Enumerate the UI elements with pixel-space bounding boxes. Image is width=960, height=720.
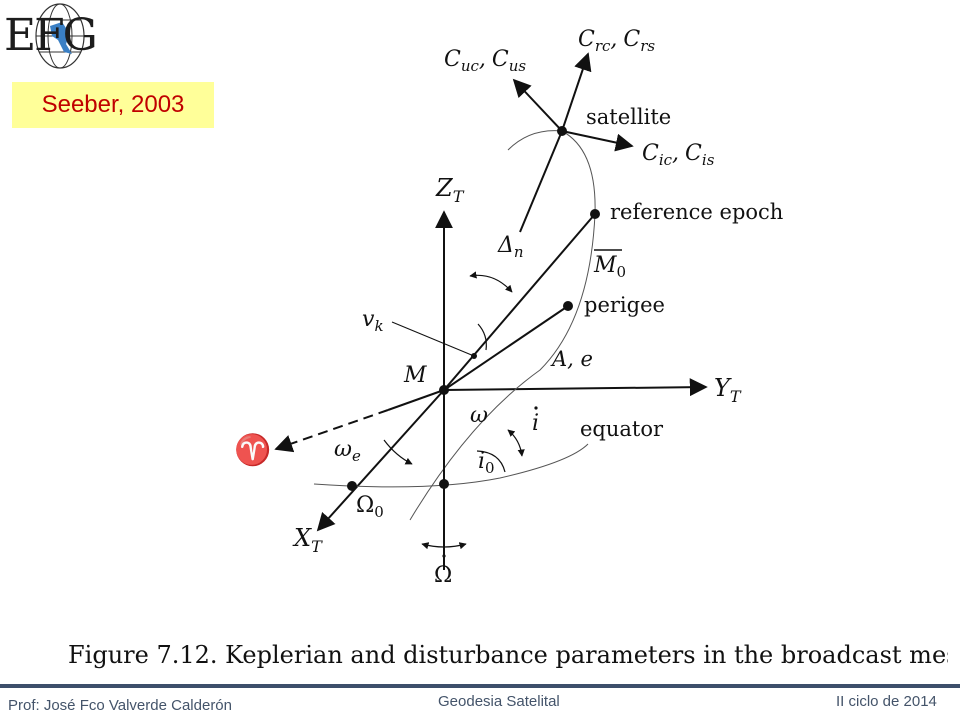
line-to-reference-epoch (443, 213, 596, 391)
y-axis-label: YT (714, 374, 742, 406)
reference-epoch-point (590, 209, 600, 219)
satellite-point (557, 126, 567, 136)
a-e-label: A, e (550, 347, 593, 371)
omega-dot-dot (442, 554, 446, 558)
perigee-point (563, 301, 573, 311)
line-to-perigee (443, 305, 569, 391)
efg-logo: EFG (0, 0, 120, 74)
m0-label: M0 (593, 253, 626, 281)
along-track-correction-arrow (512, 78, 563, 132)
vk-arc (477, 323, 487, 351)
omega-label: ω (470, 403, 488, 428)
aries-symbol: ♈ (234, 432, 271, 468)
vk-leader (391, 321, 475, 357)
ascending-node-point (439, 479, 449, 489)
vk-label: vk (362, 307, 384, 335)
footer-author: Prof: José Fco Valverde Calderón (8, 697, 232, 714)
satellite-label: satellite (586, 105, 671, 129)
i0-arc (476, 450, 506, 473)
center-m-label: M (403, 363, 427, 388)
delta-n-line (519, 130, 563, 233)
i-dot-arc (507, 429, 525, 457)
omega-dot-label: Ω (434, 563, 452, 588)
omega-e-label: ωe (334, 437, 361, 465)
figure-caption: Figure 7.12. Keplerian and disturbance p… (68, 641, 948, 669)
vernal-equinox-direction (387, 389, 445, 411)
i0-label: i0 (478, 449, 495, 477)
vernal-equinox-dashed (274, 409, 389, 453)
x-axis (316, 389, 445, 532)
y-axis (443, 378, 708, 397)
vk-point (471, 353, 477, 359)
cic-cis-label: Cic, Cis (642, 141, 715, 169)
footer-divider (0, 684, 960, 688)
i-dot-dot (534, 406, 538, 410)
i-dot-label: i (532, 411, 539, 436)
cuc-cus-label: Cuc, Cus (444, 47, 526, 75)
footer-term: II ciclo de 2014 (836, 693, 937, 710)
delta-n-label: Δn (497, 233, 524, 261)
reference-epoch-label: reference epoch (610, 200, 783, 224)
radial-correction-arrow (561, 52, 592, 132)
citation-label: Seeber, 2003 (12, 82, 214, 128)
perigee-label: perigee (584, 293, 665, 317)
delta-n-arc (469, 271, 513, 293)
omega-dot-arc (421, 542, 467, 550)
cross-track-correction-arrow (561, 130, 634, 152)
center-point (439, 385, 449, 395)
z-axis-label: ZT (435, 174, 465, 206)
logo-text: EFG (4, 10, 98, 61)
equator-curve (313, 443, 589, 488)
footer-course: Geodesia Satelital (438, 693, 560, 710)
omega-e-arc (383, 439, 413, 465)
crc-crs-label: Crc, Crs (578, 27, 655, 55)
equator-label: equator (580, 417, 664, 441)
omega0-label: Ω0 (356, 493, 384, 521)
omega0-point (347, 481, 357, 491)
x-axis-label: XT (292, 524, 323, 556)
